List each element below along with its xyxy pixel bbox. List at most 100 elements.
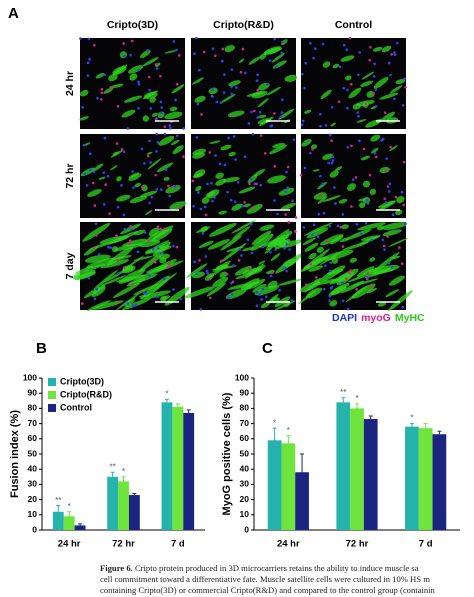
nucleus bbox=[156, 225, 160, 228]
nucleus bbox=[403, 222, 407, 225]
nucleus bbox=[393, 53, 397, 56]
nucleus bbox=[150, 195, 154, 199]
myotube bbox=[140, 49, 151, 59]
nucleus bbox=[173, 185, 177, 189]
nucleus bbox=[195, 272, 198, 276]
myotube bbox=[116, 176, 122, 182]
myotube bbox=[162, 295, 171, 300]
column-header: Cripto(3D) bbox=[107, 19, 158, 31]
myotube bbox=[191, 77, 204, 85]
nucleus bbox=[393, 97, 396, 101]
nucleus bbox=[227, 296, 230, 300]
myotube bbox=[302, 237, 316, 246]
myotube bbox=[266, 86, 281, 96]
nucleus bbox=[273, 112, 276, 115]
micrograph bbox=[298, 221, 413, 312]
nucleus bbox=[81, 106, 84, 109]
error-bar bbox=[355, 403, 359, 409]
nucleus bbox=[159, 188, 163, 191]
nucleus bbox=[364, 102, 368, 105]
myotube bbox=[395, 209, 403, 216]
nucleus bbox=[102, 171, 106, 174]
bar bbox=[281, 443, 296, 530]
panel-label: A bbox=[8, 5, 19, 22]
nucleus bbox=[108, 212, 111, 215]
nucleus bbox=[348, 271, 351, 275]
nucleus bbox=[147, 75, 151, 79]
nucleus bbox=[309, 262, 313, 266]
myotube bbox=[171, 139, 180, 146]
nucleus bbox=[95, 288, 99, 291]
nucleus bbox=[79, 37, 82, 40]
nucleus bbox=[227, 136, 230, 140]
error-bar bbox=[272, 427, 277, 441]
myotube bbox=[112, 66, 127, 75]
myotube bbox=[304, 242, 319, 252]
myotube bbox=[269, 145, 287, 155]
myotube bbox=[329, 300, 338, 307]
nucleus bbox=[215, 100, 218, 104]
myotube bbox=[164, 287, 190, 306]
y-tick-label: 10 bbox=[28, 509, 38, 519]
nucleus bbox=[102, 202, 106, 206]
nucleus bbox=[275, 65, 278, 69]
bar bbox=[350, 408, 364, 530]
myotube bbox=[322, 153, 334, 160]
nucleus bbox=[261, 245, 265, 249]
legend-label: Cripto(3D) bbox=[60, 376, 104, 386]
nucleus bbox=[357, 115, 360, 118]
nucleus bbox=[394, 195, 398, 199]
myotube bbox=[360, 155, 370, 161]
nucleus bbox=[341, 281, 344, 285]
myotube bbox=[113, 255, 132, 260]
myotube bbox=[358, 198, 367, 202]
nucleus bbox=[251, 132, 255, 136]
myotube bbox=[93, 269, 118, 290]
significance: * bbox=[410, 414, 413, 423]
bar bbox=[107, 476, 119, 530]
nucleus bbox=[384, 169, 388, 173]
nucleus bbox=[88, 168, 92, 172]
myotube bbox=[195, 185, 202, 192]
x-tick-label: 7 d bbox=[419, 539, 433, 550]
myotube bbox=[274, 300, 296, 311]
nucleus bbox=[220, 59, 224, 63]
nucleus bbox=[348, 36, 352, 40]
nucleus bbox=[389, 145, 392, 149]
micrograph bbox=[299, 133, 406, 218]
nucleus bbox=[391, 213, 395, 217]
nucleus bbox=[351, 178, 355, 181]
nucleus bbox=[291, 199, 294, 202]
nucleus bbox=[200, 113, 203, 116]
myotube bbox=[82, 222, 111, 242]
myotube bbox=[211, 265, 238, 271]
nucleus bbox=[322, 287, 326, 291]
nucleus bbox=[167, 263, 171, 267]
nucleus bbox=[232, 264, 235, 267]
myotube bbox=[370, 134, 381, 142]
nucleus bbox=[129, 53, 132, 57]
nucleus bbox=[204, 255, 208, 258]
nucleus bbox=[178, 54, 181, 57]
nucleus bbox=[93, 204, 97, 207]
x-tick-label: 7 d bbox=[171, 539, 185, 550]
myotube bbox=[208, 87, 218, 95]
nucleus bbox=[354, 176, 358, 179]
nucleus bbox=[244, 71, 247, 75]
nucleus bbox=[93, 297, 97, 301]
nucleus bbox=[256, 116, 259, 119]
nucleus bbox=[285, 170, 288, 174]
nucleus bbox=[182, 155, 185, 158]
myotube bbox=[278, 239, 291, 247]
myotube bbox=[140, 190, 158, 198]
y-tick-label: 20 bbox=[28, 494, 38, 504]
nucleus bbox=[237, 259, 241, 262]
nucleus bbox=[341, 299, 345, 303]
nucleus bbox=[172, 244, 175, 248]
myotube bbox=[270, 253, 281, 261]
caption-line: containing Cripto(3D) or commercial Crip… bbox=[100, 585, 435, 595]
nucleus bbox=[388, 61, 391, 65]
nucleus bbox=[230, 68, 234, 71]
nucleus bbox=[137, 82, 141, 86]
nucleus bbox=[330, 161, 334, 165]
